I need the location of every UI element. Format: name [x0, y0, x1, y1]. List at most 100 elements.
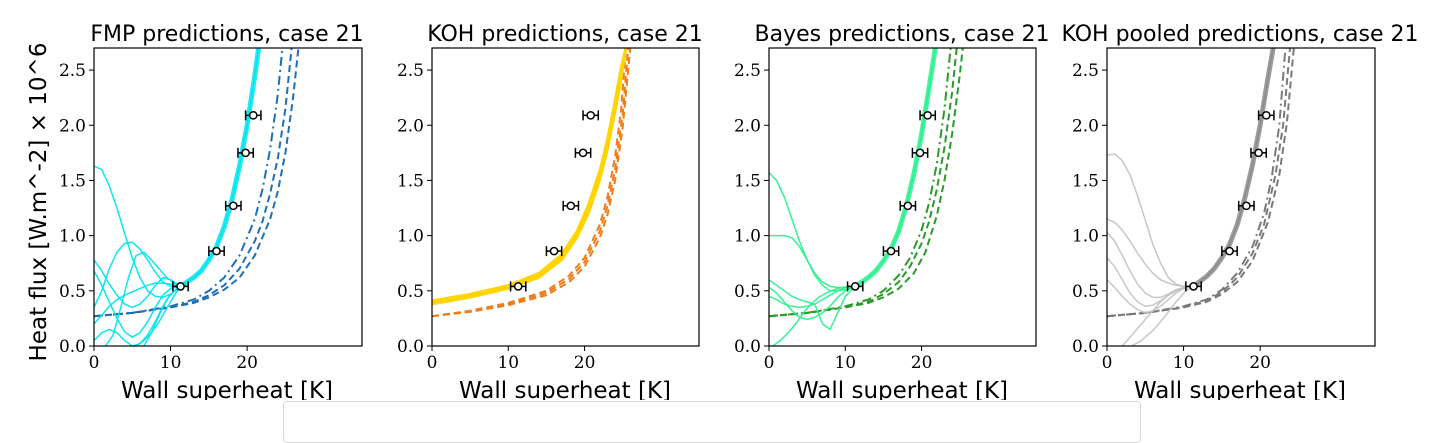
x-tick-label: 0 [1102, 353, 1113, 373]
x-axis-label: Wall superheat [K] [1134, 378, 1346, 400]
panel-koh-pooled: KOH pooled predictions, case 21 Wall sup… [1062, 22, 1419, 400]
y-tick-label: 1.5 [734, 171, 761, 191]
prediction-sample-line [94, 259, 181, 309]
x-tick-label: 10 [497, 353, 519, 373]
prediction-sample-line [94, 282, 181, 325]
plot-area [769, 48, 964, 346]
measurement-point [578, 148, 588, 158]
x-tick-label: 20 [911, 353, 933, 373]
prediction-sample-line [1107, 279, 1194, 314]
x-axis-label: Wall superheat [K] [459, 378, 671, 400]
y-tick-label: 0.5 [1072, 282, 1099, 302]
panel-title: KOH pooled predictions, case 21 [1062, 22, 1419, 47]
y-tick-label: 0.0 [59, 337, 86, 357]
prediction-band-line [432, 48, 628, 304]
y-tick-label: 1.5 [59, 171, 86, 191]
axes-frame [93, 47, 363, 347]
y-tick-label: 1.5 [1072, 171, 1099, 191]
measurement-point [241, 148, 250, 158]
y-tick-label: 0.0 [1072, 337, 1099, 357]
measurement-point [1254, 148, 1263, 158]
axes-frame [431, 47, 700, 347]
panel-bayes: Bayes predictions, case 21 Wall superhea… [734, 22, 1050, 400]
prediction-sample-line [1131, 285, 1194, 346]
y-tick-label: 0.0 [397, 337, 424, 357]
plot-area [94, 48, 300, 346]
x-tick-label: 0 [89, 353, 100, 373]
prediction-band-line [432, 48, 628, 305]
measurement-point [903, 201, 913, 211]
y-tick-label: 2.0 [397, 116, 424, 136]
measurement-point [566, 201, 576, 211]
prediction-sample-line [143, 285, 181, 346]
prediction-sample-line [769, 172, 856, 292]
figure-canvas: Heat flux [W.m^-2] × 10^6 FMP prediction… [26, 22, 1419, 400]
dashed-prediction-line [1107, 48, 1291, 318]
measurement-point [212, 246, 221, 256]
prediction-sample-line [94, 270, 181, 339]
x-axis-label: Wall superheat [K] [121, 378, 333, 400]
y-tick-label: 2.5 [397, 61, 424, 81]
prediction-sample-line [769, 285, 856, 321]
x-tick-label: 0 [427, 353, 438, 373]
x-tick-label: 10 [834, 353, 856, 373]
axes-frame [1106, 47, 1376, 347]
panel-title: KOH predictions, case 21 [427, 22, 702, 47]
prediction-sample-line [769, 279, 856, 331]
y-tick-label: 1.5 [397, 171, 424, 191]
y-tick-label: 0.5 [734, 282, 761, 302]
y-tick-label: 1.0 [59, 227, 86, 247]
dashed-prediction-line [769, 48, 964, 318]
y-axis-label: Heat flux [W.m^-2] × 10^6 [26, 43, 52, 362]
y-tick-label: 2.0 [734, 116, 761, 136]
prediction-sample-line [1107, 257, 1194, 308]
measurement-point [915, 148, 925, 158]
prediction-sample-line [1193, 48, 1274, 287]
panel-title: Bayes predictions, case 21 [755, 22, 1050, 47]
measurement-point [1261, 110, 1271, 120]
plot-area [1107, 48, 1295, 346]
dashed-prediction-line [432, 48, 627, 318]
dashed-prediction-line [94, 48, 300, 318]
plot-area [432, 48, 632, 318]
y-tick-label: 0.5 [59, 282, 86, 302]
measurement-point [850, 282, 860, 291]
prediction-sample-line [180, 48, 260, 288]
y-tick-label: 2.0 [59, 116, 86, 136]
measurement-point [886, 246, 896, 256]
x-tick-label: 20 [1249, 353, 1271, 373]
prediction-sample-line [854, 48, 937, 288]
measurement-point [176, 282, 185, 291]
measurement-point [1189, 282, 1198, 291]
panel-koh: KOH predictions, case 21 Wall superheat … [397, 22, 703, 400]
measurement-point [248, 110, 258, 120]
y-tick-label: 1.0 [1072, 227, 1099, 247]
x-tick-label: 0 [764, 353, 775, 373]
measurement-point [923, 110, 933, 120]
y-tick-label: 1.0 [734, 227, 761, 247]
dashed-prediction-line [769, 48, 958, 318]
y-tick-label: 2.5 [734, 61, 761, 81]
panel-fmp: FMP predictions, case 21 Wall superheat … [59, 22, 364, 400]
y-tick-label: 1.0 [397, 227, 424, 247]
x-tick-label: 20 [574, 353, 596, 373]
measurement-point [229, 201, 238, 211]
x-tick-label: 20 [236, 353, 258, 373]
x-tick-label: 10 [1173, 353, 1195, 373]
prediction-sample-line [135, 285, 182, 346]
dashed-prediction-line [432, 48, 630, 318]
prediction-sample-line [1121, 285, 1194, 346]
y-tick-label: 2.5 [1072, 61, 1099, 81]
prediction-sample-line [1107, 153, 1194, 288]
measurement-point [1242, 201, 1251, 211]
measurement-point [549, 246, 559, 256]
prediction-sample-line [772, 285, 856, 346]
x-tick-label: 10 [160, 353, 182, 373]
y-tick-label: 0.5 [397, 282, 424, 302]
y-tick-label: 2.5 [59, 61, 86, 81]
panel-title: FMP predictions, case 21 [90, 22, 363, 47]
legend-box [283, 401, 1141, 443]
dashed-prediction-line [769, 48, 952, 318]
prediction-sample-line [769, 234, 856, 289]
measurement-point [513, 282, 523, 291]
